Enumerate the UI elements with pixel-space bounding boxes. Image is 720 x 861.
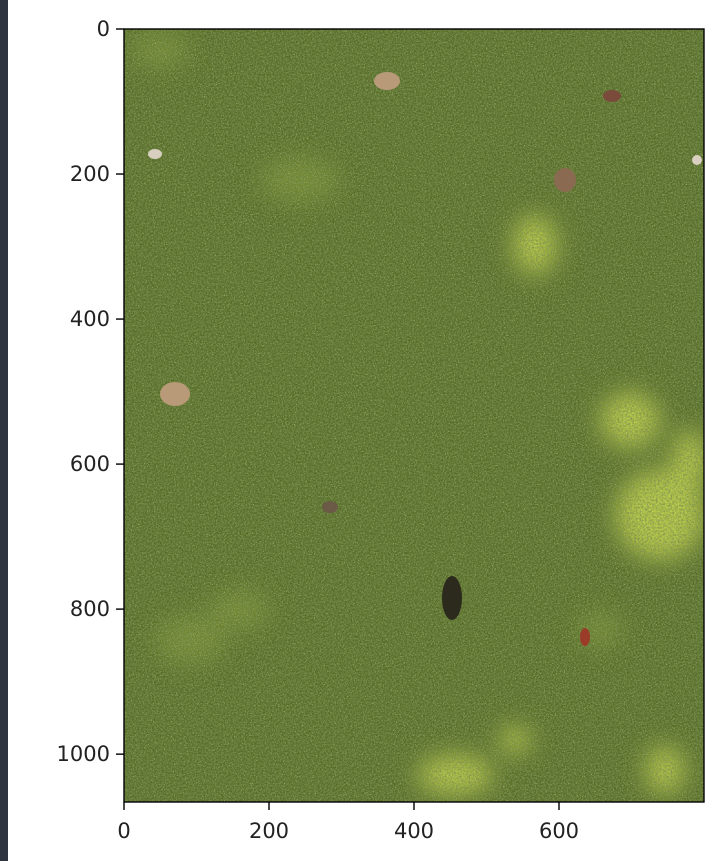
window-edge-strip (0, 0, 8, 861)
leaf-debris-item (442, 576, 462, 620)
y-tick-label: 800 (70, 597, 110, 621)
grass-texture-light (124, 29, 704, 802)
leaf-debris-item (322, 501, 338, 513)
x-tick-label: 200 (249, 819, 289, 843)
y-tick-label: 600 (70, 452, 110, 476)
leaf-debris-item (554, 168, 576, 192)
leaf-debris-item (374, 72, 400, 90)
x-tick-label: 600 (539, 819, 579, 843)
x-tick-label: 0 (117, 819, 130, 843)
leaf-debris-item (148, 149, 162, 159)
leaf-debris-item (692, 155, 702, 165)
leaf-debris-item (160, 382, 190, 406)
y-tick-label: 1000 (57, 742, 110, 766)
grass-image (124, 29, 704, 802)
y-tick-label: 200 (70, 162, 110, 186)
y-tick-label: 0 (97, 17, 110, 41)
x-axis: 0 200 400 600 (117, 802, 579, 843)
x-tick-label: 400 (394, 819, 434, 843)
leaf-debris-item (603, 90, 621, 102)
y-axis: 0 200 400 600 800 1000 (57, 17, 124, 766)
leaf-debris-item (580, 628, 590, 646)
leaf-debris (148, 72, 702, 646)
y-tick-label: 400 (70, 307, 110, 331)
